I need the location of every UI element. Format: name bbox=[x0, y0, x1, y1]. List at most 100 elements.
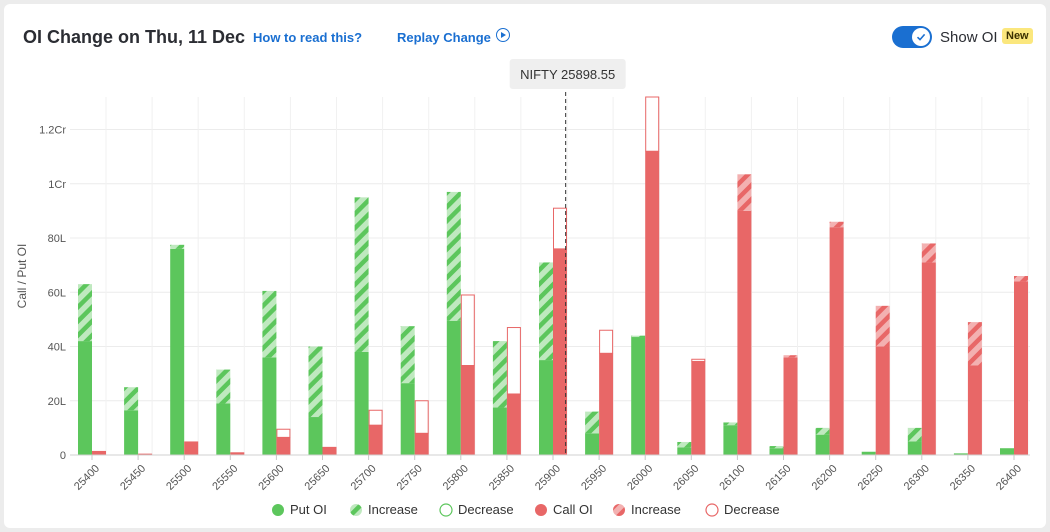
call-decrease-bar bbox=[368, 409, 383, 426]
put-increase-bar bbox=[815, 427, 830, 435]
put-oi-bar bbox=[124, 410, 139, 455]
put-oi-bar bbox=[907, 441, 922, 455]
y-tick-label: 60L bbox=[48, 287, 66, 299]
y-tick-label: 0 bbox=[60, 450, 66, 462]
put-oi-bar bbox=[308, 417, 323, 455]
call-oi-bar bbox=[92, 450, 106, 455]
toggle-knob bbox=[912, 28, 930, 46]
new-badge: New bbox=[1002, 28, 1033, 44]
spot-label: NIFTY 25898.55 bbox=[520, 67, 615, 82]
call-decrease-bar bbox=[460, 294, 475, 367]
put-oi-bar bbox=[216, 403, 231, 455]
call-oi-bar bbox=[691, 361, 706, 455]
call-increase-bar bbox=[921, 243, 936, 263]
call-oi-bar bbox=[737, 210, 752, 455]
y-tick-label: 20L bbox=[48, 396, 66, 408]
call-oi-bar bbox=[783, 357, 798, 455]
call-oi-bar bbox=[138, 453, 153, 455]
checkmark-icon bbox=[916, 33, 926, 41]
x-tick-label: 26300 bbox=[902, 463, 932, 493]
call-increase-bar bbox=[875, 305, 890, 347]
x-tick-label: 25700 bbox=[349, 463, 379, 493]
call-oi-bar bbox=[645, 151, 660, 455]
call-oi-bar bbox=[829, 227, 844, 455]
legend-label: Decrease bbox=[724, 502, 780, 517]
x-tick-label: 26200 bbox=[810, 463, 840, 493]
put-increase-bar bbox=[78, 284, 92, 342]
put-increase-bar bbox=[585, 411, 600, 434]
y-tick-label: 40L bbox=[48, 342, 66, 354]
call-increase-bar bbox=[737, 174, 752, 211]
x-tick-label: 25600 bbox=[256, 463, 286, 493]
x-tick-label: 25800 bbox=[441, 463, 471, 493]
call-oi-bar bbox=[875, 346, 890, 455]
call-oi-bar bbox=[322, 446, 337, 455]
x-tick-label: 26250 bbox=[856, 463, 886, 493]
put-oi-bar bbox=[354, 351, 369, 455]
legend-label: Call OI bbox=[553, 502, 593, 517]
x-tick-label: 25550 bbox=[210, 463, 240, 493]
put-increase-bar bbox=[492, 341, 507, 408]
call-decrease-bar bbox=[414, 400, 429, 434]
call-increase-bar bbox=[1014, 276, 1028, 282]
call-oi-bar bbox=[1014, 281, 1028, 455]
legend-label: Increase bbox=[631, 502, 681, 517]
call-increase-bar bbox=[783, 355, 798, 358]
put-oi-bar bbox=[539, 360, 553, 455]
call-oi-bar bbox=[967, 365, 982, 455]
put-increase-bar bbox=[631, 335, 646, 338]
call-oi-bar bbox=[414, 433, 429, 455]
show-oi-toggle[interactable] bbox=[892, 26, 932, 48]
put-oi-bar bbox=[446, 320, 461, 455]
put-oi-bar bbox=[585, 433, 600, 455]
x-tick-label: 25750 bbox=[395, 463, 425, 493]
x-tick-label: 25900 bbox=[533, 463, 563, 493]
put-increase-bar bbox=[400, 326, 415, 384]
y-tick-label: 1Cr bbox=[48, 179, 66, 191]
put-increase-bar bbox=[539, 262, 553, 361]
legend-label: Put OI bbox=[290, 502, 327, 517]
call-oi-bar bbox=[921, 262, 936, 455]
call-oi-bar bbox=[368, 425, 383, 455]
x-tick-label: 26350 bbox=[948, 463, 978, 493]
legend-label: Increase bbox=[368, 502, 418, 517]
legend-marker bbox=[535, 504, 547, 516]
put-oi-bar bbox=[492, 407, 507, 455]
legend-marker bbox=[439, 503, 453, 517]
put-oi-bar bbox=[677, 447, 692, 455]
call-oi-bar bbox=[599, 353, 614, 455]
show-oi-label: Show OI bbox=[940, 29, 998, 46]
call-decrease-bar bbox=[276, 428, 291, 438]
put-oi-bar bbox=[723, 425, 738, 455]
legend-marker bbox=[705, 503, 719, 517]
put-oi-bar bbox=[953, 453, 968, 455]
call-decrease-bar bbox=[553, 207, 567, 250]
how-to-read-link[interactable]: How to read this? bbox=[253, 30, 363, 45]
x-tick-label: 25850 bbox=[487, 463, 517, 493]
play-circle-icon[interactable] bbox=[496, 28, 510, 42]
call-oi-bar bbox=[184, 441, 199, 455]
put-increase-bar bbox=[124, 387, 139, 411]
call-oi-bar bbox=[553, 248, 567, 455]
put-increase-bar bbox=[677, 441, 692, 448]
put-oi-bar bbox=[262, 357, 277, 455]
put-oi-bar bbox=[1000, 448, 1014, 455]
x-tick-label: 25500 bbox=[164, 463, 194, 493]
put-increase-bar bbox=[170, 244, 185, 249]
x-tick-label: 25450 bbox=[118, 463, 148, 493]
put-oi-bar bbox=[400, 383, 415, 455]
call-decrease-bar bbox=[599, 329, 614, 354]
call-increase-bar bbox=[967, 322, 982, 366]
replay-change-link[interactable]: Replay Change bbox=[397, 30, 491, 45]
call-decrease-bar bbox=[506, 327, 521, 395]
x-tick-label: 25400 bbox=[72, 463, 102, 493]
put-oi-bar bbox=[631, 337, 646, 455]
put-increase-bar bbox=[262, 290, 277, 358]
put-oi-bar bbox=[861, 451, 876, 455]
put-increase-bar bbox=[769, 446, 784, 449]
x-tick-label: 26150 bbox=[764, 463, 794, 493]
put-increase-bar bbox=[216, 369, 231, 404]
put-increase-bar bbox=[907, 427, 922, 442]
call-decrease-bar bbox=[691, 358, 706, 362]
